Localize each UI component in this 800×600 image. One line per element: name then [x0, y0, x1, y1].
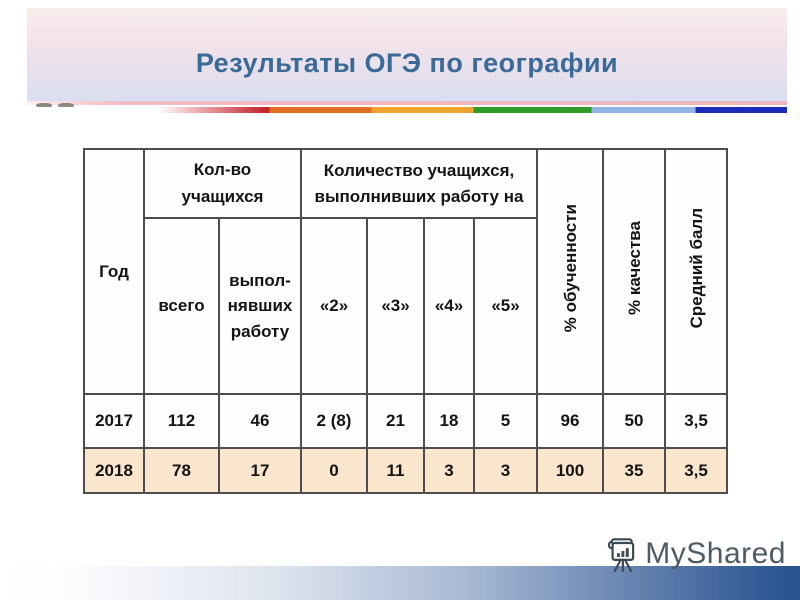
cell-grade-3: 21: [366, 393, 425, 449]
cell-grade-3: 11: [366, 447, 425, 494]
decorative-mark-right: [58, 103, 74, 108]
pink-strip-decoration: [27, 101, 787, 105]
rainbow-stripe-decoration: [27, 107, 787, 113]
cell-grade-2: 2 (8): [300, 393, 368, 449]
decorative-mark-left: [36, 103, 52, 108]
cell-grade-2: 0: [300, 447, 368, 494]
header-year: Год: [83, 148, 145, 395]
cell-pct-trained: 96: [536, 393, 605, 449]
cell-total: 112: [143, 393, 220, 449]
cell-grade-5: 3: [472, 447, 539, 494]
table-row-2018: 2018 78 17 0 11 3 3 100 35 3,5: [83, 447, 729, 494]
slide-header: Результаты ОГЭ по географии: [27, 8, 787, 101]
cell-grade-4: 18: [423, 393, 475, 449]
header-total: всего: [143, 217, 220, 395]
myshared-watermark-text: MyShared: [645, 537, 786, 570]
header-grade-2: «2»: [300, 217, 368, 395]
myshared-logo-icon: [607, 538, 635, 572]
cell-grade-5: 5: [472, 393, 539, 449]
cell-year: 2017: [83, 393, 145, 449]
header-completed-group: Количество учащихся, выполнивших работу …: [299, 148, 539, 219]
cell-avg-score: 3,5: [664, 447, 729, 494]
header-pct-trained: % обученности: [536, 148, 605, 395]
header-pct-quality: % качества: [602, 148, 667, 395]
cell-pct-quality: 50: [602, 393, 667, 449]
cell-pct-trained: 100: [536, 447, 605, 494]
header-performed: выпол-нявших работу: [218, 217, 302, 395]
results-table: Год Кол-во учащихся Количество учащихся,…: [83, 148, 729, 494]
cell-pct-quality: 35: [602, 447, 667, 494]
slide-title: Результаты ОГЭ по географии: [195, 48, 619, 78]
cell-total: 78: [143, 447, 220, 494]
cell-performed: 17: [218, 447, 302, 494]
cell-grade-4: 3: [423, 447, 475, 494]
cell-year: 2018: [83, 447, 145, 494]
footer-bar-decoration: [0, 566, 800, 600]
table-row-2017: 2017 112 46 2 (8) 21 18 5 96 50 3,5: [83, 393, 729, 449]
myshared-watermark: MyShared: [606, 532, 786, 576]
header-grade-5: «5»: [472, 217, 539, 395]
header-grade-4: «4»: [423, 217, 475, 395]
header-grade-3: «3»: [366, 217, 425, 395]
cell-performed: 46: [218, 393, 302, 449]
cell-avg-score: 3,5: [664, 393, 729, 449]
header-avg-score: Средний балл: [664, 148, 729, 395]
header-students-group: Кол-во учащихся: [143, 148, 302, 219]
